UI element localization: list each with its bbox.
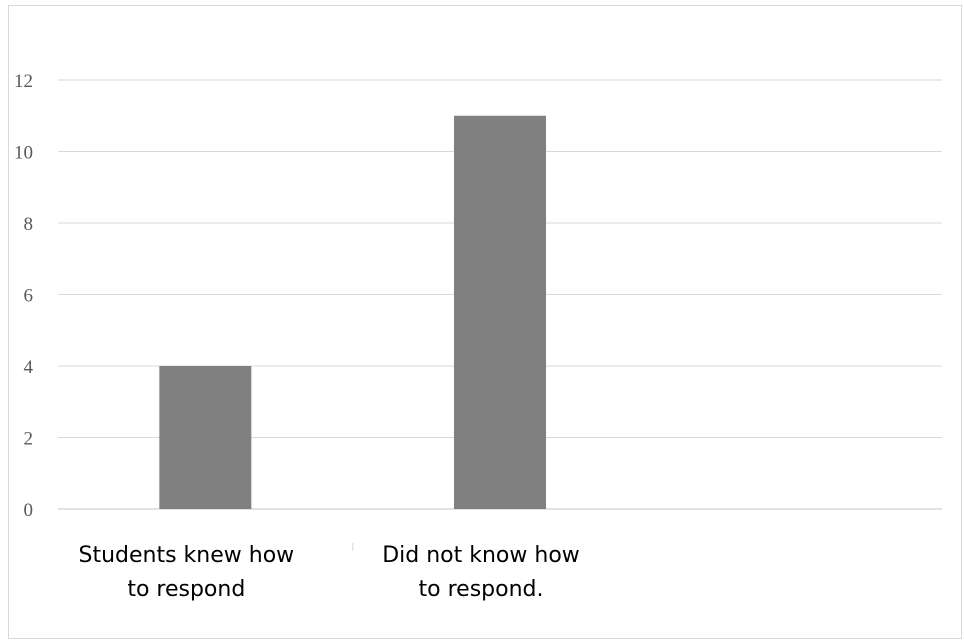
y-tick-label: 12 [14,71,33,92]
y-axis-ticks: 0 2 4 6 8 10 12 [14,71,34,521]
x-category-label: Students knew how to respond [78,543,294,602]
bar [159,366,252,509]
x-axis-category-labels: Students knew how to respond Did not know … [78,543,580,602]
y-tick-label: 0 [24,500,34,521]
bars [159,115,546,509]
y-tick-label: 10 [14,143,33,164]
y-tick-label: 2 [24,429,34,450]
y-tick-label: 8 [24,214,34,235]
bar [454,115,546,509]
y-tick-label: 6 [24,286,34,307]
y-tick-label: 4 [24,357,34,378]
x-category-label: Did not know how to respond. [382,543,580,602]
